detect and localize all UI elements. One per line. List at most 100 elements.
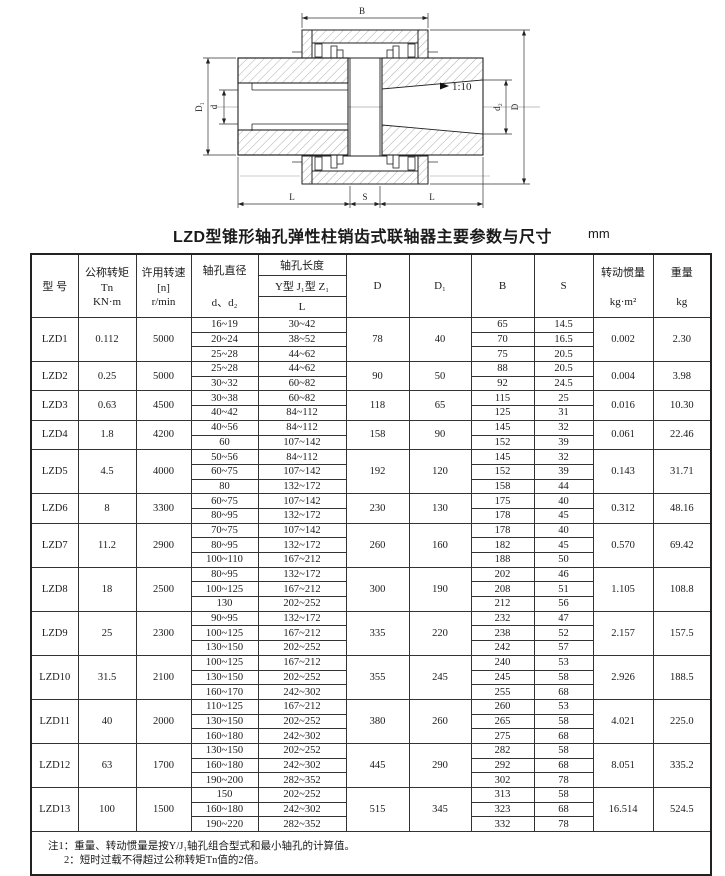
bottom-sleeve bbox=[292, 149, 438, 185]
cell-inertia: 0.002 bbox=[592, 316, 654, 363]
table-row: LZD11 40 2000 110~125 167~212 380 260 260 53 4.02… bbox=[30, 698, 712, 744]
cell-S: 20.5 bbox=[533, 361, 594, 377]
cell-D1: 50 bbox=[408, 361, 472, 392]
cell-model: LZD9 bbox=[30, 610, 79, 656]
cell-B: 175 bbox=[470, 493, 535, 509]
cell-S: 40 bbox=[533, 522, 594, 539]
cell-bore-diameter: 25~28 bbox=[190, 346, 259, 363]
cell-B: 178 bbox=[470, 522, 535, 539]
cell-bore-length: 202~252 bbox=[257, 742, 347, 759]
cell-D1: 260 bbox=[408, 698, 472, 744]
cell-B: 178 bbox=[470, 507, 535, 524]
cell-inertia: 2.926 bbox=[592, 654, 654, 700]
dim-d: d bbox=[209, 89, 238, 125]
cell-S: 14.5 bbox=[533, 317, 594, 333]
cell-speed: 1700 bbox=[135, 742, 192, 789]
bore-len-label: 轴孔长度 bbox=[258, 255, 346, 276]
table-row: LZD5 4.5 4000 50~56 84~112 192 120 145 32 0.143 31… bbox=[30, 449, 712, 495]
cell-S: 32 bbox=[533, 449, 594, 465]
dim-D1: D₁ bbox=[194, 57, 236, 156]
cell-bore-diameter: 130~150 bbox=[190, 669, 259, 686]
cell-model: LZD13 bbox=[30, 786, 79, 833]
cell-bore-length: 60~82 bbox=[257, 390, 347, 407]
cell-B: 65 bbox=[470, 317, 535, 333]
cell-S: 25 bbox=[533, 390, 594, 407]
cell-bore-diameter: 80~95 bbox=[190, 537, 259, 553]
cell-bore-length: 202~252 bbox=[257, 787, 347, 803]
cell-bore-diameter: 160~180 bbox=[190, 757, 259, 774]
notes-row: 注1：重量、转动惯量是按Y/J₁轴孔组合型式和最小轴孔的计算值。 2：短时过载不… bbox=[30, 831, 712, 876]
cell-B: 208 bbox=[470, 581, 535, 598]
unit-label: mm bbox=[588, 226, 610, 241]
cell-bore-length: 282~352 bbox=[257, 816, 347, 833]
cell-B: 245 bbox=[470, 669, 535, 686]
cell-bore-length: 242~302 bbox=[257, 801, 347, 818]
cell-model: LZD5 bbox=[30, 449, 79, 495]
cell-bore-length: 84~112 bbox=[257, 405, 347, 421]
cell-S: 68 bbox=[533, 684, 594, 700]
cell-bore-diameter: 130~150 bbox=[190, 713, 259, 730]
cell-torque: 18 bbox=[77, 566, 137, 612]
table-row: LZD6 8 3300 60~75 107~142 230 130 175 40 0.312 48.… bbox=[30, 493, 712, 524]
cell-bore-length: 132~172 bbox=[257, 537, 347, 553]
cell-D: 118 bbox=[345, 390, 410, 421]
cell-bore-length: 132~172 bbox=[257, 478, 347, 495]
table-row: 160~180 242~302 275 68 bbox=[31, 728, 711, 744]
dim-label-D: D bbox=[510, 103, 520, 110]
speed-label-2: [n] bbox=[157, 282, 170, 294]
cell-S: 68 bbox=[533, 757, 594, 774]
table-row: 30~32 60~82 92 24.5 bbox=[31, 375, 711, 392]
table-row: 100~110 167~212 188 50 bbox=[31, 552, 711, 568]
cell-B: 92 bbox=[470, 375, 535, 392]
cell-D: 380 bbox=[345, 698, 410, 744]
dim-label-d2: d₂ bbox=[492, 103, 502, 111]
cell-bore-diameter: 60~75 bbox=[190, 463, 259, 480]
cell-model: LZD11 bbox=[30, 698, 79, 744]
cell-bore-diameter: 90~95 bbox=[190, 610, 259, 627]
table-row: 20~24 38~52 70 16.5 bbox=[31, 331, 711, 348]
cell-bore-diameter: 100~125 bbox=[190, 625, 259, 642]
cell-S: 47 bbox=[533, 610, 594, 627]
cell-torque: 63 bbox=[77, 742, 137, 789]
cell-B: 260 bbox=[470, 698, 535, 715]
cell-S: 68 bbox=[533, 728, 594, 744]
bore-dia-label-2: d、d₂ bbox=[211, 297, 238, 309]
cell-bore-length: 132~172 bbox=[257, 507, 347, 524]
cell-speed: 4500 bbox=[135, 390, 192, 421]
cell-weight: 69.42 bbox=[652, 522, 712, 568]
parameters-table: 型 号 公称转矩 Tn KN·m 许用转速 [n] r/min 轴孔直径 bbox=[30, 253, 712, 876]
cell-D: 158 bbox=[345, 419, 410, 451]
cell-inertia: 2.157 bbox=[592, 610, 654, 656]
cell-bore-length: 84~112 bbox=[257, 419, 347, 436]
cell-S: 58 bbox=[533, 787, 594, 803]
table-body: LZD1 0.112 5000 16~19 30~42 78 40 65 14.5 0.002 2.… bbox=[30, 316, 712, 833]
cell-inertia: 0.143 bbox=[592, 449, 654, 495]
cell-speed: 5000 bbox=[135, 316, 192, 363]
cell-B: 182 bbox=[470, 537, 535, 553]
cell-bore-diameter: 130 bbox=[190, 596, 259, 612]
cell-torque: 0.63 bbox=[77, 390, 137, 421]
cell-bore-length: 202~252 bbox=[257, 596, 347, 612]
cell-S: 68 bbox=[533, 801, 594, 818]
cell-weight: 22.46 bbox=[652, 419, 712, 451]
cell-bore-length: 44~62 bbox=[257, 361, 347, 377]
cell-bore-diameter: 30~38 bbox=[190, 390, 259, 407]
cell-S: 52 bbox=[533, 625, 594, 642]
cell-model: LZD8 bbox=[30, 566, 79, 612]
cell-D1: 345 bbox=[408, 786, 472, 833]
taper-arrow-icon bbox=[440, 82, 449, 90]
cell-model: LZD3 bbox=[30, 390, 79, 421]
cell-inertia: 0.016 bbox=[592, 390, 654, 421]
cell-inertia: 0.061 bbox=[592, 419, 654, 451]
cell-bore-length: 38~52 bbox=[257, 331, 347, 348]
cell-inertia: 4.021 bbox=[592, 698, 654, 744]
cell-D: 445 bbox=[345, 742, 410, 789]
cell-bore-diameter: 130~150 bbox=[190, 640, 259, 656]
page-title: LZD型锥形轴孔弹性柱销齿式联轴器主要参数与尺寸 bbox=[172, 229, 553, 246]
table-row: 80~95 132~172 182 45 bbox=[31, 537, 711, 553]
cell-B: 88 bbox=[470, 361, 535, 377]
cell-bore-length: 242~302 bbox=[257, 684, 347, 700]
cell-speed: 2300 bbox=[135, 610, 192, 656]
taper-annotation: 1:10 bbox=[440, 81, 472, 93]
cell-bore-length: 167~212 bbox=[257, 698, 347, 715]
